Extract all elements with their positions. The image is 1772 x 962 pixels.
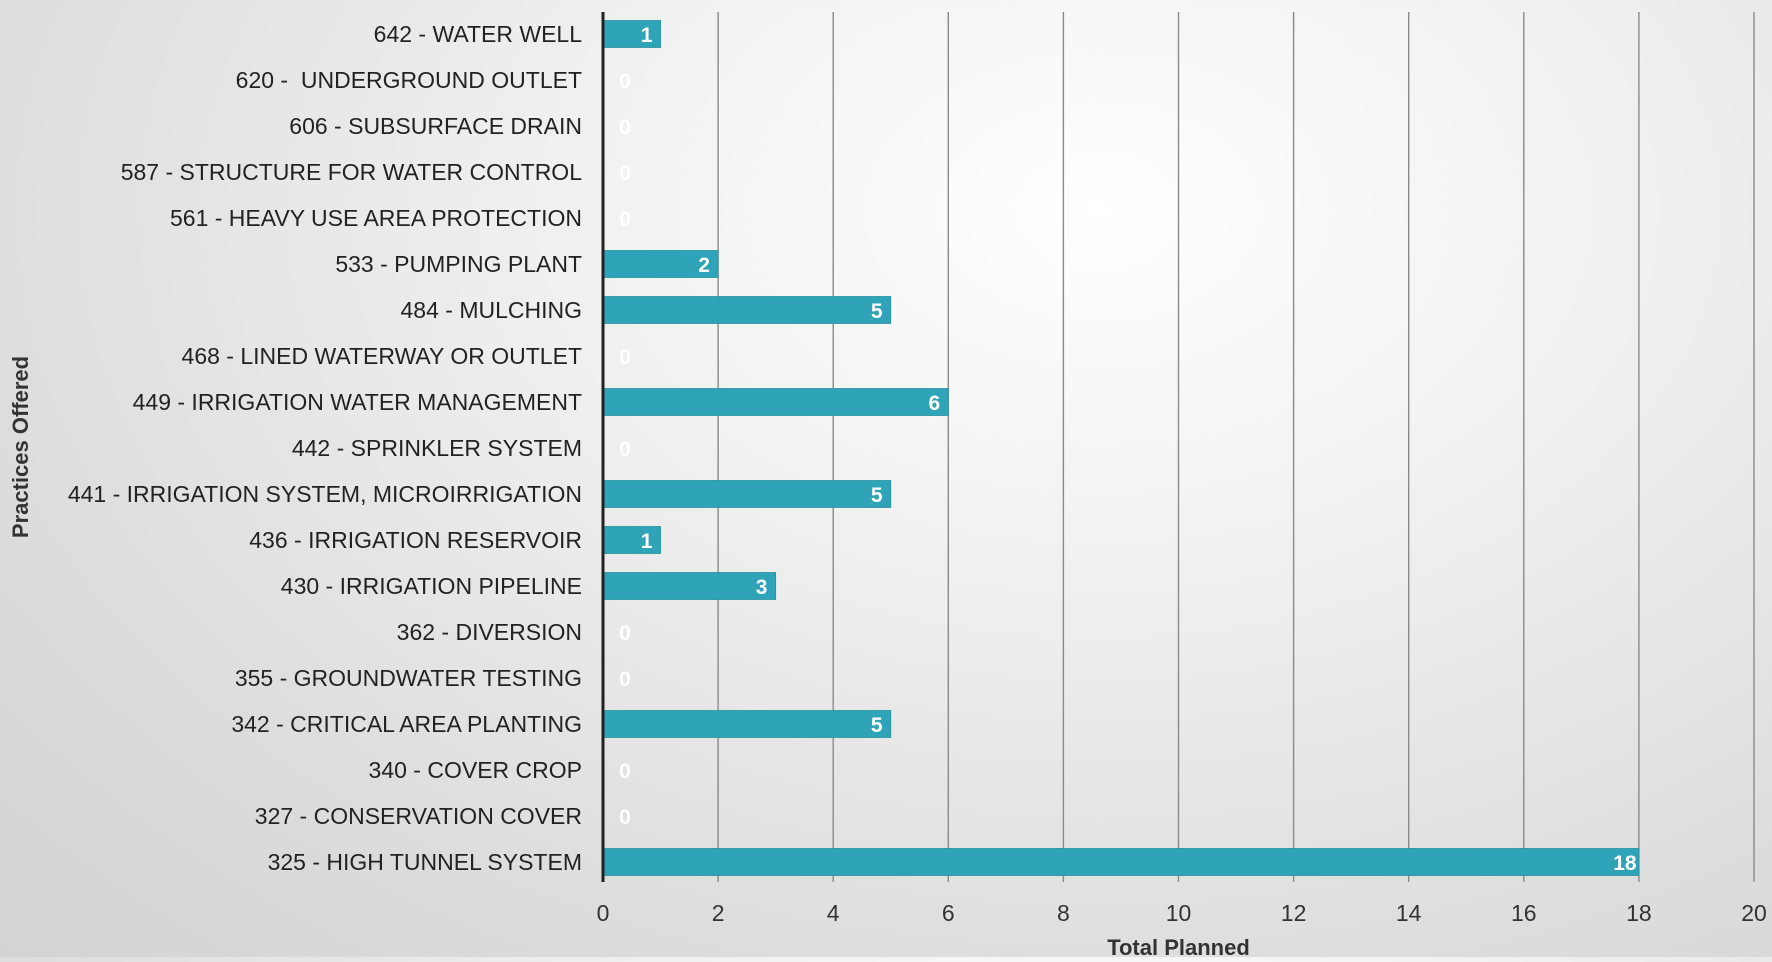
bar xyxy=(602,848,1640,876)
x-tick-label: 12 xyxy=(1281,900,1307,926)
gridlines xyxy=(717,12,1755,882)
bar-value-label: 0 xyxy=(619,668,631,691)
x-tick-label: 0 xyxy=(597,900,610,926)
x-axis-title: Total Planned xyxy=(1107,935,1250,957)
bar-value-label: 0 xyxy=(619,162,631,185)
bar-value-label: 1 xyxy=(641,530,653,553)
bar-value-label: 0 xyxy=(619,116,631,139)
category-label: 449 - IRRIGATION WATER MANAGEMENT xyxy=(133,389,582,415)
bar-value-label: 3 xyxy=(756,576,768,599)
bar-value-label: 0 xyxy=(619,760,631,783)
bar xyxy=(602,20,661,48)
bar-value-label: 1 xyxy=(641,24,653,47)
x-tick-label: 18 xyxy=(1626,900,1652,926)
bar-value-label: 0 xyxy=(619,438,631,461)
category-label: 642 - WATER WELL xyxy=(374,21,583,47)
bar-value-label: 0 xyxy=(619,806,631,829)
category-label: 533 - PUMPING PLANT xyxy=(335,251,582,277)
bar xyxy=(602,710,892,738)
category-label: 587 - STRUCTURE FOR WATER CONTROL xyxy=(121,159,583,185)
category-label: 561 - HEAVY USE AREA PROTECTION xyxy=(170,205,582,231)
bar xyxy=(602,572,777,600)
category-label: 355 - GROUNDWATER TESTING xyxy=(235,665,582,691)
bar xyxy=(602,480,892,508)
x-tick-label: 2 xyxy=(712,900,725,926)
category-label: 468 - LINED WATERWAY OR OUTLET xyxy=(182,343,582,369)
category-label: 362 - DIVERSION xyxy=(397,619,582,645)
bar-value-label: 5 xyxy=(871,714,883,737)
bar-value-label: 0 xyxy=(619,70,631,93)
x-tick-label: 8 xyxy=(1057,900,1070,926)
category-label: 620 - UNDERGROUND OUTLET xyxy=(236,67,582,93)
category-label: 327 - CONSERVATION COVER xyxy=(255,803,582,829)
category-label: 484 - MULCHING xyxy=(401,297,582,323)
category-label: 325 - HIGH TUNNEL SYSTEM xyxy=(268,849,582,875)
category-label: 606 - SUBSURFACE DRAIN xyxy=(289,113,582,139)
bar-value-label: 6 xyxy=(928,392,940,415)
x-tick-label: 16 xyxy=(1511,900,1537,926)
x-tick-label: 4 xyxy=(827,900,840,926)
bar xyxy=(602,388,949,416)
x-tick-label: 6 xyxy=(942,900,955,926)
x-tick-label: 10 xyxy=(1166,900,1192,926)
bar-value-label: 2 xyxy=(698,254,710,277)
bar-value-label: 5 xyxy=(871,300,883,323)
category-label: 436 - IRRIGATION RESERVOIR xyxy=(249,527,582,553)
bar xyxy=(602,296,892,324)
category-label: 442 - SPRINKLER SYSTEM xyxy=(292,435,582,461)
bar-value-label: 18 xyxy=(1613,852,1637,875)
bars xyxy=(602,20,1640,876)
category-label: 441 - IRRIGATION SYSTEM, MICROIRRIGATION xyxy=(68,481,582,507)
category-label: 430 - IRRIGATION PIPELINE xyxy=(281,573,582,599)
bar-value-label: 0 xyxy=(619,622,631,645)
bar-value-label: 0 xyxy=(619,346,631,369)
y-axis-title: Practices Offered xyxy=(8,356,33,538)
x-tick-label: 14 xyxy=(1396,900,1422,926)
bar-value-label: 5 xyxy=(871,484,883,507)
x-tick-label: 20 xyxy=(1741,900,1767,926)
category-label: 342 - CRITICAL AREA PLANTING xyxy=(231,711,582,737)
category-label: 340 - COVER CROP xyxy=(369,757,582,783)
bar-value-label: 0 xyxy=(619,208,631,231)
